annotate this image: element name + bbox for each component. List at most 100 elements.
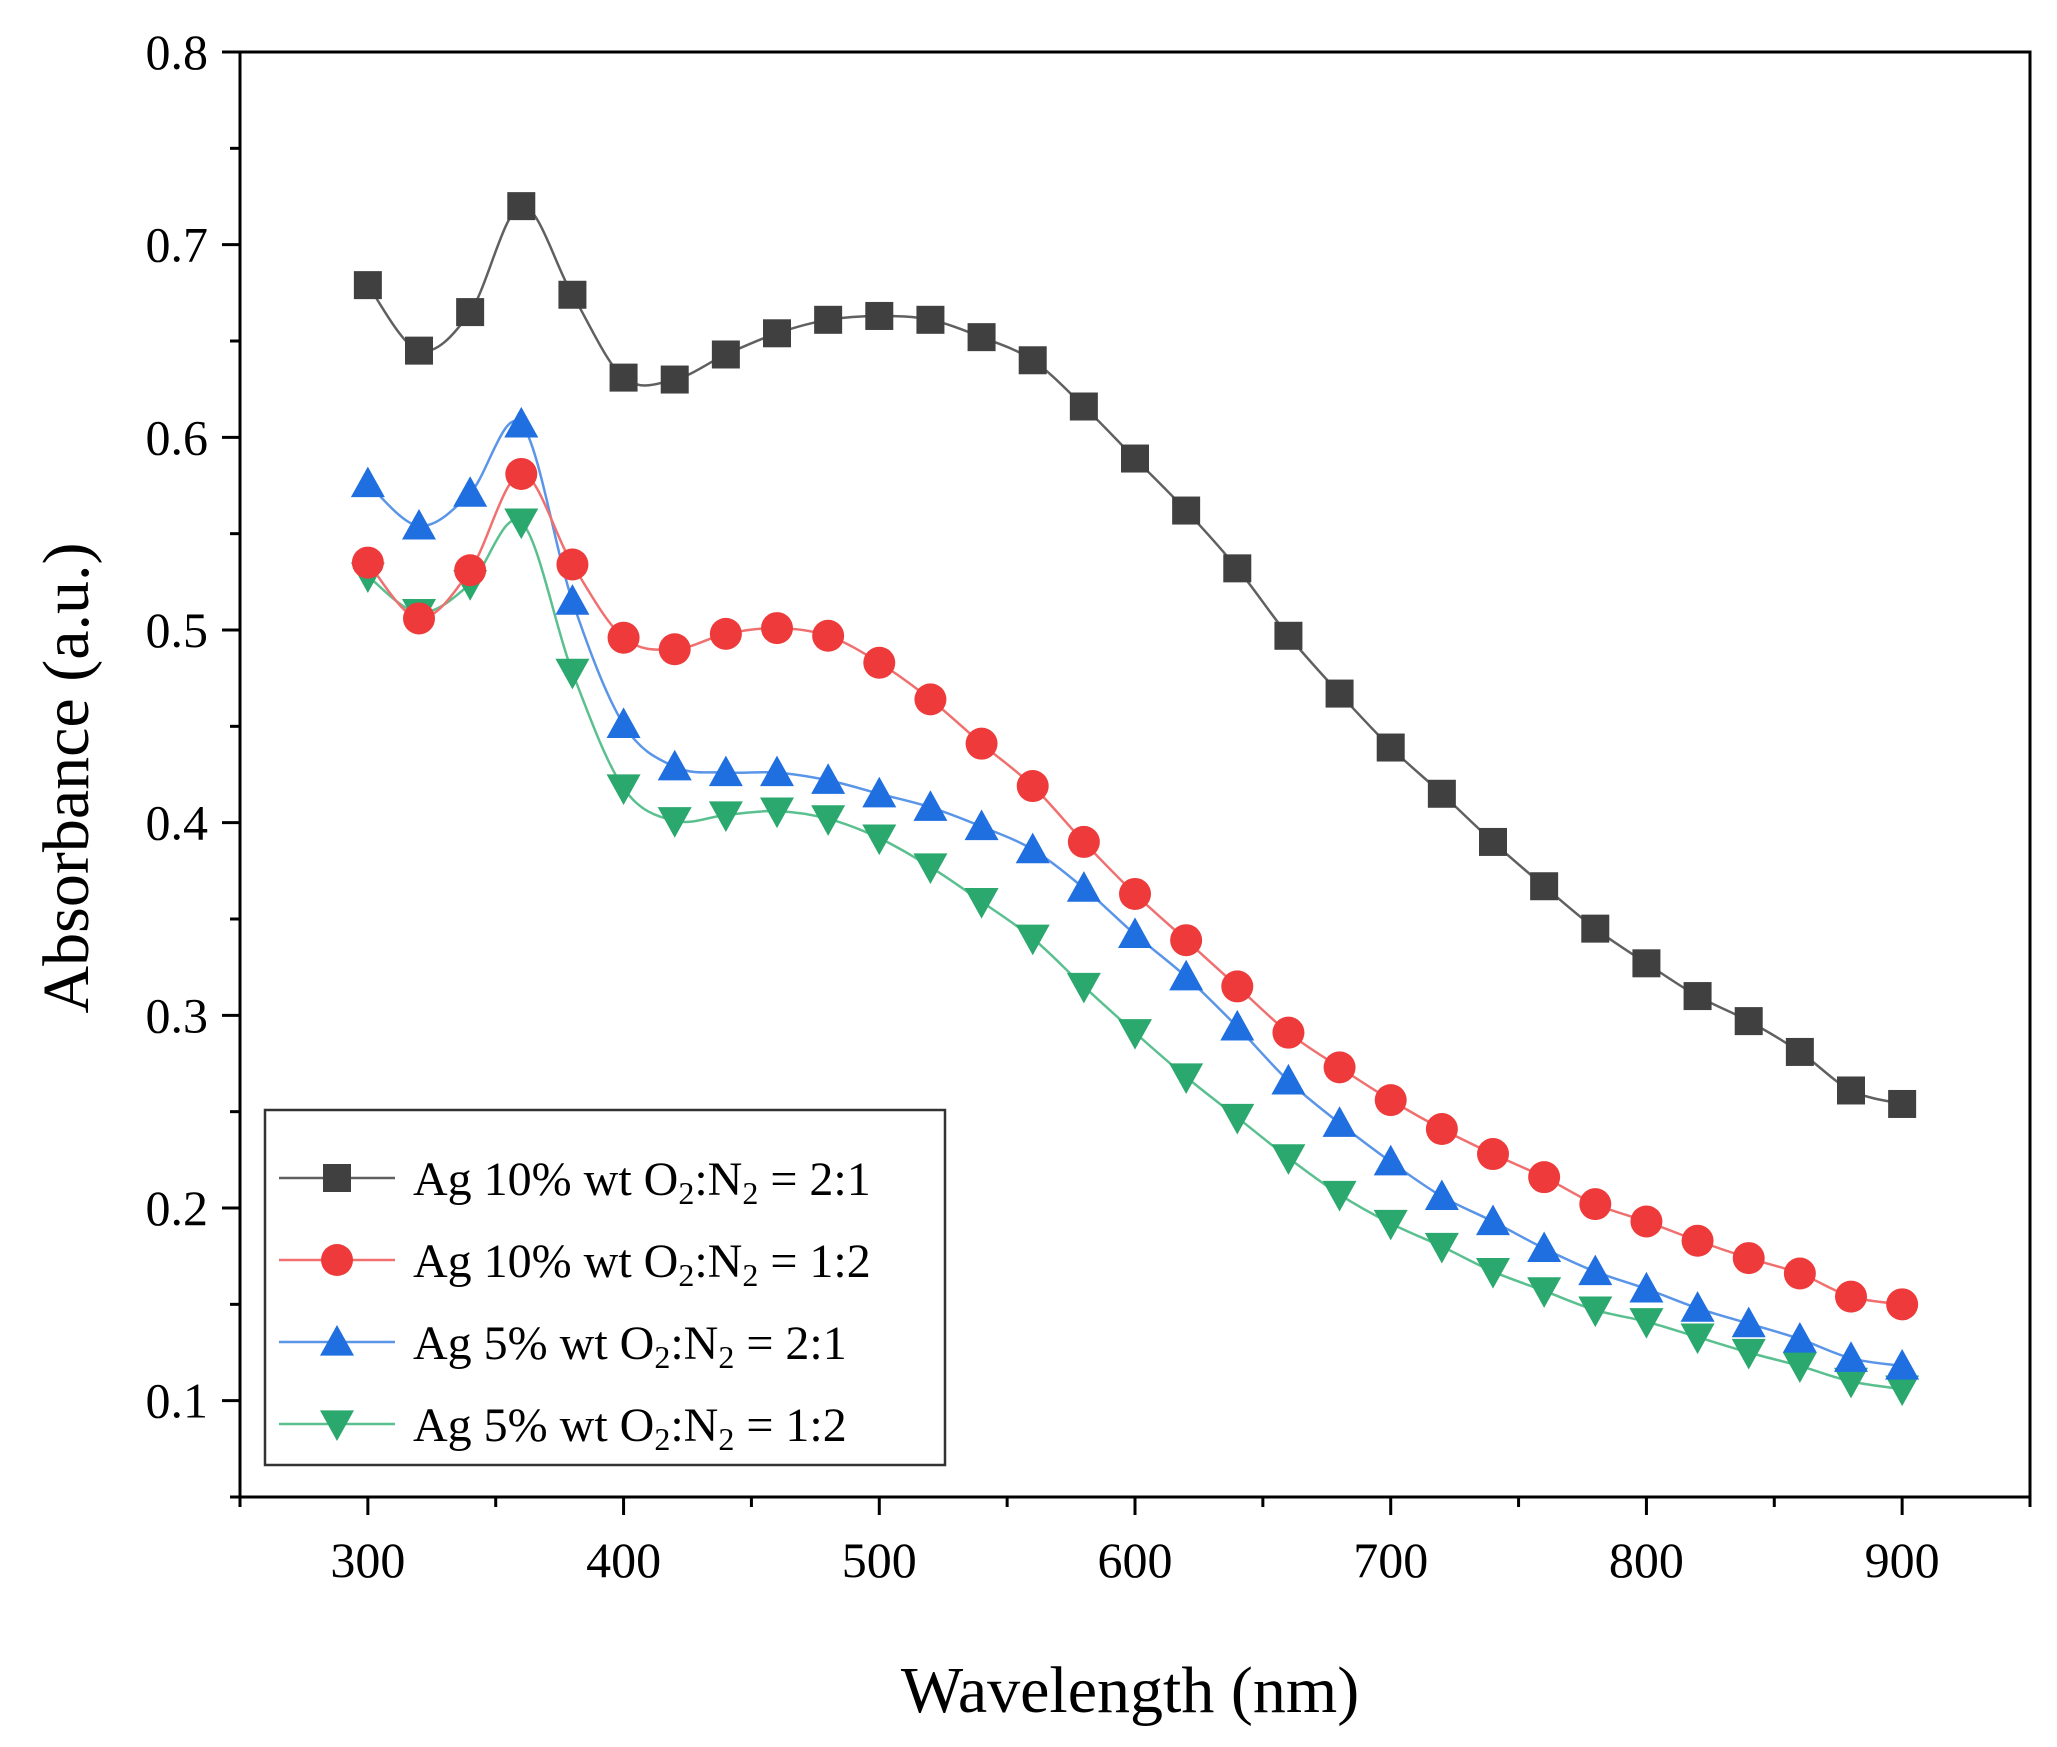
data-point (812, 619, 845, 652)
data-point (1527, 1277, 1562, 1308)
data-point (1067, 825, 1100, 858)
data-point (1016, 770, 1049, 803)
data-point (1629, 1308, 1664, 1339)
data-point (504, 406, 539, 438)
data-point (1527, 1231, 1562, 1263)
data-point (760, 755, 794, 787)
data-point (1578, 1296, 1613, 1328)
data-point (1732, 1242, 1765, 1275)
data-point (1477, 1138, 1509, 1171)
data-point (967, 323, 996, 352)
legend-box (263, 1108, 947, 1467)
legend-label: Ag 10% wt O2:N2 = 1:2 (413, 1235, 871, 1293)
data-point (862, 824, 897, 856)
data-point (507, 192, 536, 221)
data-point (1066, 972, 1101, 1004)
data-point (1272, 1016, 1305, 1049)
legend-item: Ag 10% wt O2:N2 = 2:1 (279, 1153, 871, 1211)
data-point (1373, 1209, 1408, 1241)
data-point (453, 476, 488, 507)
data-point (1221, 970, 1254, 1003)
data-point (811, 763, 846, 794)
data-point (657, 807, 692, 838)
axis-ticks: 300 400 500 600 700 800 900 0.1 0.2 0.3 0.4 0.5 0.6 0… (146, 24, 2032, 1588)
data-point (760, 797, 794, 829)
data-point (1119, 877, 1151, 910)
x-tick-label: 300 (330, 1532, 405, 1588)
data-point (1835, 1280, 1867, 1313)
data-point (1223, 554, 1252, 583)
legend-label: Ag 5% wt O2:N2 = 2:1 (413, 1317, 847, 1375)
data-point (1271, 1063, 1306, 1095)
data-point (1066, 871, 1101, 902)
data-point (1220, 1009, 1255, 1041)
data-point (1681, 1224, 1714, 1257)
legend-marker (323, 1164, 351, 1192)
data-point (505, 457, 538, 490)
data-point (660, 365, 689, 394)
data-point (863, 646, 896, 679)
data-point (1373, 1144, 1408, 1176)
series-line (367, 518, 1903, 1391)
data-point (1731, 1306, 1766, 1338)
legend-marker (321, 1244, 353, 1276)
data-point (556, 548, 589, 581)
data-point (709, 617, 742, 650)
series-4 (350, 508, 1920, 1407)
x-tick-label: 400 (586, 1532, 661, 1588)
legend-item: Ag 10% wt O2:N2 = 1:2 (279, 1235, 871, 1293)
x-tick-label: 500 (842, 1532, 917, 1588)
data-point (916, 305, 945, 334)
data-point (1528, 1161, 1561, 1194)
data-point (1170, 924, 1203, 957)
data-point (1323, 1051, 1356, 1084)
data-point (1885, 1375, 1920, 1407)
data-point (1322, 1106, 1357, 1137)
data-point (1271, 1144, 1306, 1175)
data-point (1680, 1323, 1715, 1355)
y-tick-label: 0.3 (146, 987, 209, 1043)
data-point (964, 809, 999, 841)
data-point (658, 633, 691, 666)
data-point (761, 612, 793, 645)
data-point (1683, 982, 1712, 1011)
y-axis-title: Absorbance (a.u.) (30, 543, 103, 1014)
data-point (657, 749, 692, 781)
data-point (504, 508, 539, 540)
data-point (1376, 733, 1405, 762)
x-tick-label: 700 (1353, 1532, 1428, 1588)
legend: Ag 10% wt O2:N2 = 2:1 Ag 10% wt O2:N2 = 1… (263, 1108, 947, 1467)
data-point (1015, 832, 1050, 864)
data-point (1169, 1063, 1204, 1094)
data-point (1427, 779, 1456, 808)
data-point (1734, 1007, 1763, 1036)
legend-label: Ag 5% wt O2:N2 = 1:2 (413, 1399, 847, 1457)
data-point (558, 280, 587, 309)
data-point (1425, 1113, 1458, 1146)
data-point (811, 805, 846, 836)
data-point (708, 755, 743, 787)
data-point (1374, 1084, 1407, 1117)
data-point (607, 621, 640, 654)
x-axis-title: Wavelength (nm) (901, 1654, 1359, 1727)
series-3 (350, 406, 1920, 1380)
data-point (1424, 1179, 1459, 1211)
data-point (913, 790, 948, 821)
data-point (402, 508, 436, 540)
y-tick-label: 0.8 (146, 24, 209, 80)
data-point (1885, 1348, 1920, 1380)
y-tick-label: 0.4 (146, 795, 209, 851)
legend-item: Ag 5% wt O2:N2 = 1:2 (279, 1399, 847, 1457)
data-point (763, 319, 791, 348)
data-point (1015, 924, 1050, 956)
data-point (1476, 1257, 1510, 1289)
data-point (1782, 1352, 1817, 1383)
data-point (814, 305, 843, 334)
data-point (1834, 1367, 1868, 1399)
data-point (1476, 1204, 1510, 1236)
y-tick-label: 0.6 (146, 409, 209, 465)
data-point (1018, 346, 1047, 375)
data-point (609, 363, 638, 392)
data-point (405, 336, 433, 365)
data-point (1632, 949, 1661, 978)
